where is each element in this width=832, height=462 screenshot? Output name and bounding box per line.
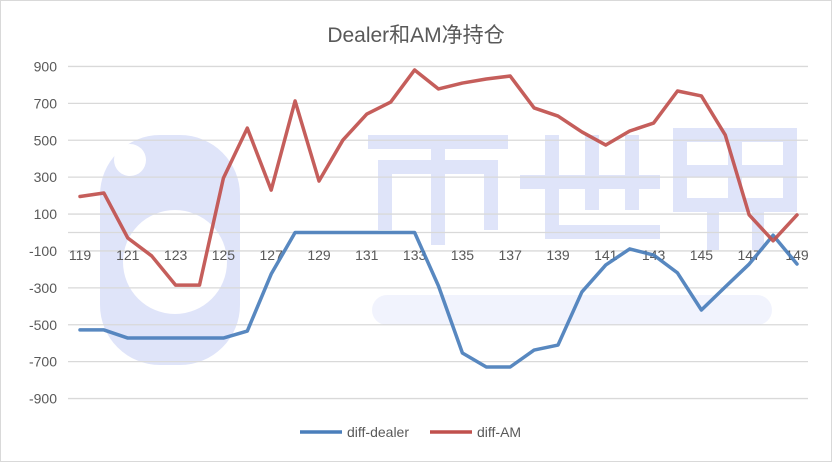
watermark-logo-dot	[114, 144, 146, 176]
x-tick-label: 145	[690, 247, 714, 263]
y-tick-label: -900	[29, 391, 57, 407]
x-tick-label: 125	[212, 247, 236, 263]
chart-title: Dealer和AM净持仓	[327, 24, 504, 47]
series-line-diff-dealer	[78, 230, 799, 369]
y-tick-label: 500	[34, 132, 58, 148]
x-tick-label: 137	[499, 247, 523, 263]
y-tick-label: 100	[34, 206, 58, 222]
x-tick-label: 135	[451, 247, 475, 263]
x-tick-label: 123	[164, 247, 188, 263]
x-tick-label: 129	[307, 247, 331, 263]
x-tick-label: 131	[355, 247, 379, 263]
legend-label: diff-dealer	[347, 424, 409, 440]
x-tick-label: 139	[546, 247, 570, 263]
x-tick-label: 121	[116, 247, 140, 263]
y-tick-label: 900	[34, 58, 58, 74]
x-tick-label: 133	[403, 247, 427, 263]
x-tick-label: 119	[69, 247, 92, 263]
y-tick-label: 300	[34, 169, 58, 185]
y-tick-label: -500	[29, 317, 57, 333]
x-tick-label: 127	[260, 247, 284, 263]
y-tick-label: -100	[29, 243, 57, 259]
y-tick-label: -300	[29, 280, 57, 296]
series-line-diff-AM	[78, 68, 799, 287]
legend-label: diff-AM	[477, 424, 521, 440]
y-tick-label: -700	[29, 354, 57, 370]
y-tick-label: 700	[34, 95, 58, 111]
